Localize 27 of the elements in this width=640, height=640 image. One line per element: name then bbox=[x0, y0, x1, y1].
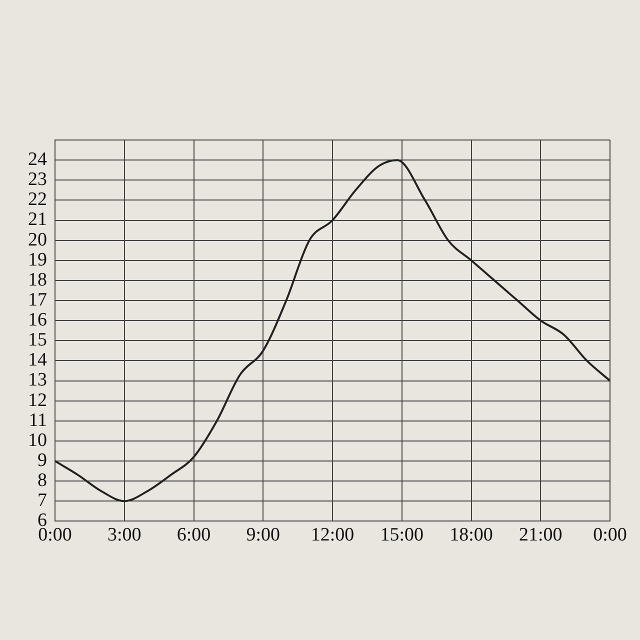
y-tick-label: 16 bbox=[28, 310, 47, 331]
y-tick-label: 23 bbox=[28, 169, 47, 190]
y-tick-label: 19 bbox=[28, 249, 47, 270]
x-tick-label: 12:00 bbox=[310, 524, 354, 546]
x-tick-label: 9:00 bbox=[246, 524, 280, 546]
y-tick-label: 21 bbox=[28, 209, 47, 230]
x-tick-label: 15:00 bbox=[380, 524, 424, 546]
y-tick-label: 11 bbox=[28, 410, 47, 431]
y-tick-label: 12 bbox=[28, 390, 47, 411]
x-tick-label: 6:00 bbox=[176, 524, 211, 546]
y-tick-label: 15 bbox=[28, 330, 47, 351]
x-tick-label: 0:00 bbox=[593, 524, 627, 546]
y-tick-label: 22 bbox=[28, 189, 47, 210]
y-tick-label: 13 bbox=[28, 370, 47, 391]
y-tick-label: 17 bbox=[28, 289, 47, 310]
y-tick-label: 9 bbox=[38, 450, 47, 471]
y-tick-label: 7 bbox=[38, 490, 47, 512]
line-series bbox=[55, 159, 610, 502]
x-tick-label: 18:00 bbox=[450, 524, 493, 546]
y-tick-label: 8 bbox=[38, 470, 47, 492]
y-tick-label: 18 bbox=[28, 269, 47, 290]
y-tick-label: 14 bbox=[28, 350, 48, 371]
y-tick-label: 20 bbox=[28, 229, 47, 250]
y-tick-label: 10 bbox=[28, 430, 47, 451]
x-tick-label: 21:00 bbox=[518, 524, 562, 546]
y-tick-label: 24 bbox=[28, 149, 48, 170]
x-tick-label: 3:00 bbox=[107, 524, 142, 546]
